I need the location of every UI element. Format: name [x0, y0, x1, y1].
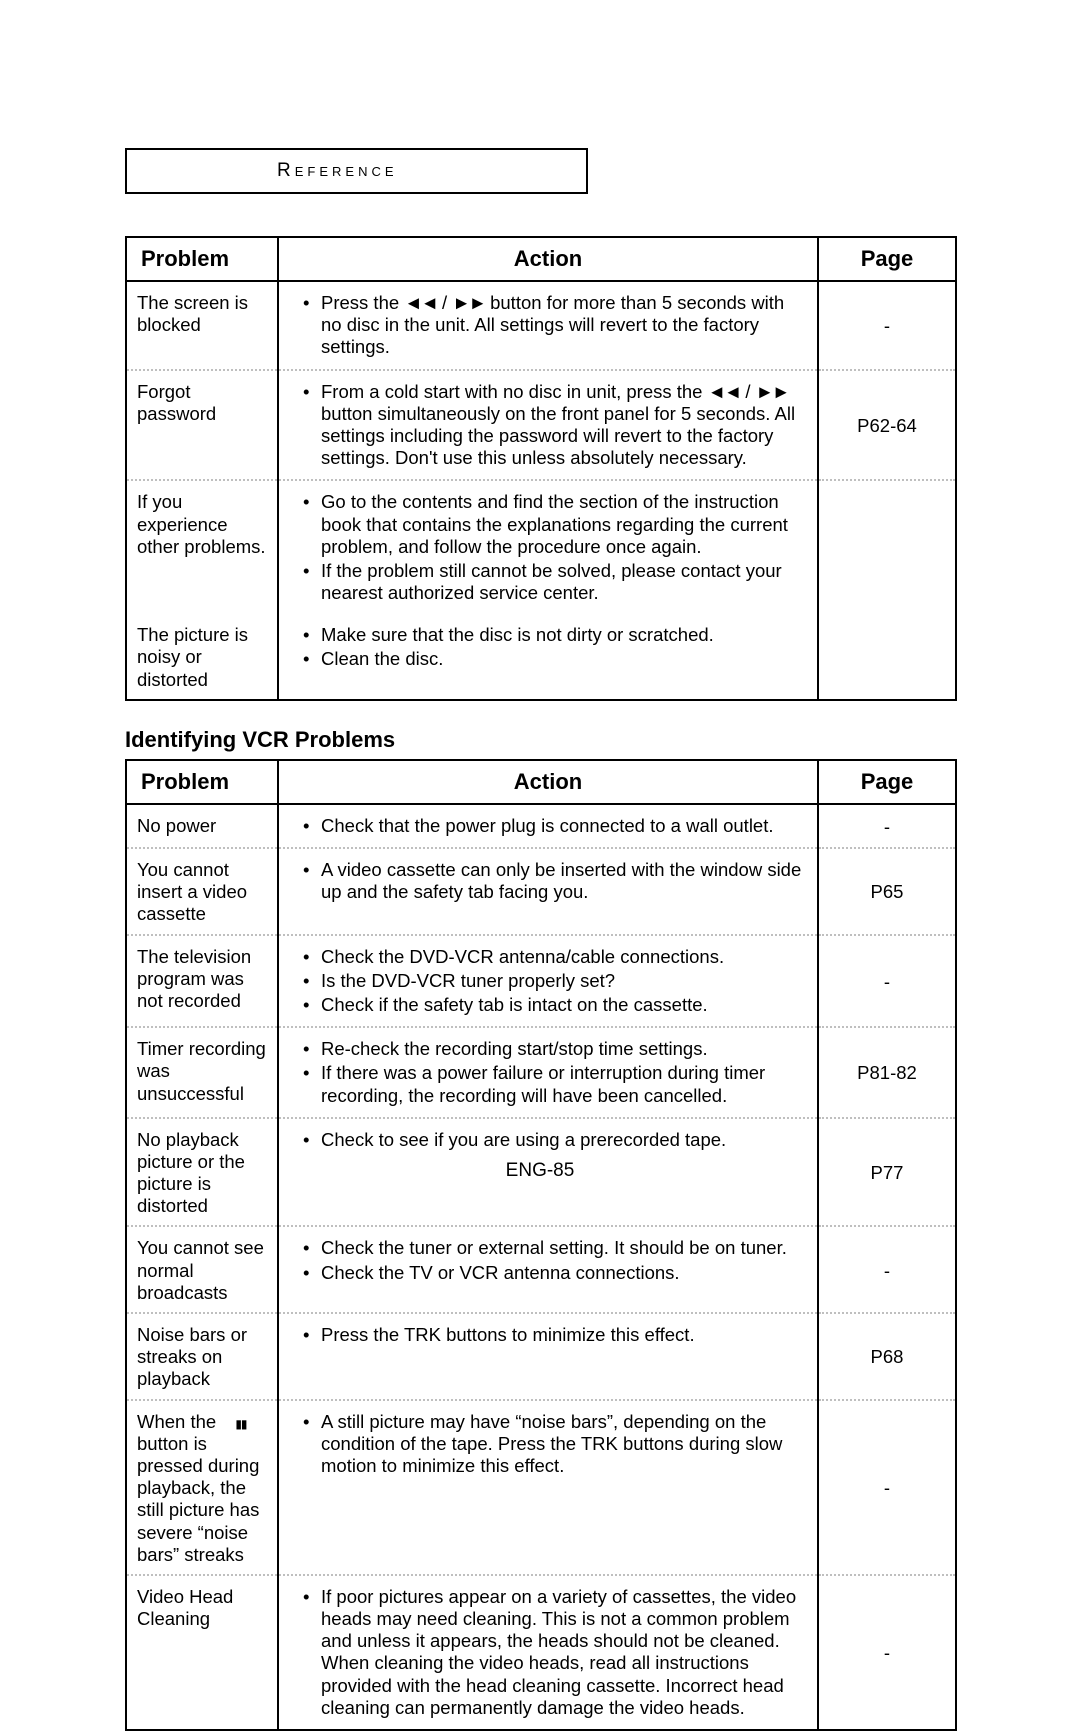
- problem-cell: The picture is noisy or distorted: [126, 614, 278, 700]
- section-header-label: Reference: [277, 160, 398, 181]
- table-row: Video Head Cleaning • If poor pictures a…: [126, 1575, 956, 1730]
- problem-cell: The television program was not recorded: [126, 935, 278, 1028]
- action-cell: • A video cassette can only be inserted …: [278, 848, 818, 935]
- page-cell: [818, 614, 956, 700]
- problem-cell: No power: [126, 804, 278, 848]
- action-cell: • From a cold start with no disc in unit…: [278, 370, 818, 481]
- table-row: The television program was not recorded …: [126, 935, 956, 1028]
- th-problem: Problem: [126, 237, 278, 281]
- problem-cell: If you experience other problems.: [126, 480, 278, 614]
- problem-cell: You cannot insert a video cassette: [126, 848, 278, 935]
- table-row: If you experience other problems. • Go t…: [126, 480, 956, 614]
- problem-cell: When the ▮▮ button is pressed during pla…: [126, 1400, 278, 1575]
- page-cell: P62-64: [818, 370, 956, 481]
- troubleshooting-table-1: Problem Action Page The screen is blocke…: [125, 236, 957, 701]
- table-row: The screen is blocked • Press the ◄◄ / ►…: [126, 281, 956, 370]
- ff-icon: ►►: [756, 381, 789, 402]
- table-row: Forgot password • From a cold start with…: [126, 370, 956, 481]
- action-cell: • If poor pictures appear on a variety o…: [278, 1575, 818, 1730]
- page-cell: -: [818, 281, 956, 370]
- troubleshooting-table-2: Problem Action Page No power • Check tha…: [125, 759, 957, 1731]
- page-cell: -: [818, 1575, 956, 1730]
- page-cell: -: [818, 935, 956, 1028]
- table-row: No power • Check that the power plug is …: [126, 804, 956, 848]
- page-cell: P81-82: [818, 1027, 956, 1118]
- page-cell: P68: [818, 1313, 956, 1400]
- action-cell: • Press the TRK buttons to minimize this…: [278, 1313, 818, 1400]
- table-row: The picture is noisy or distorted • Make…: [126, 614, 956, 700]
- page-cell: -: [818, 1226, 956, 1313]
- page-number: ENG-85: [0, 1160, 1080, 1182]
- th-action: Action: [278, 237, 818, 281]
- action-cell: • Make sure that the disc is not dirty o…: [278, 614, 818, 700]
- table-header-row: Problem Action Page: [126, 237, 956, 281]
- table-row: Timer recording was unsuccessful • Re-ch…: [126, 1027, 956, 1118]
- th-page: Page: [818, 237, 956, 281]
- problem-cell: You cannot see normal broadcasts: [126, 1226, 278, 1313]
- problem-cell: Forgot password: [126, 370, 278, 481]
- rew-icon: ◄◄: [708, 381, 741, 402]
- table-row: You cannot insert a video cassette • A v…: [126, 848, 956, 935]
- problem-cell: Video Head Cleaning: [126, 1575, 278, 1730]
- problem-cell: Noise bars or streaks on playback: [126, 1313, 278, 1400]
- page-cell: [818, 480, 956, 614]
- action-cell: • Check that the power plug is connected…: [278, 804, 818, 848]
- action-cell: • Check the DVD-VCR antenna/cable connec…: [278, 935, 818, 1028]
- table-row: When the ▮▮ button is pressed during pla…: [126, 1400, 956, 1575]
- rew-icon: ◄◄: [404, 292, 437, 313]
- th-page: Page: [818, 760, 956, 804]
- action-cell: • Press the ◄◄ / ►► button for more than…: [278, 281, 818, 370]
- page-cell: P65: [818, 848, 956, 935]
- th-action: Action: [278, 760, 818, 804]
- ff-icon: ►►: [452, 292, 485, 313]
- action-cell: • Re-check the recording start/stop time…: [278, 1027, 818, 1118]
- section-title: Identifying VCR Problems: [125, 727, 955, 753]
- section-header: Reference: [125, 148, 588, 194]
- problem-cell: The screen is blocked: [126, 281, 278, 370]
- table-row: You cannot see normal broadcasts • Check…: [126, 1226, 956, 1313]
- table-header-row: Problem Action Page: [126, 760, 956, 804]
- action-cell: • Check the tuner or external setting. I…: [278, 1226, 818, 1313]
- action-cell: • Go to the contents and find the sectio…: [278, 480, 818, 614]
- problem-cell: Timer recording was unsuccessful: [126, 1027, 278, 1118]
- action-cell: • A still picture may have “noise bars”,…: [278, 1400, 818, 1575]
- table-row: Noise bars or streaks on playback • Pres…: [126, 1313, 956, 1400]
- page-cell: -: [818, 804, 956, 848]
- page-cell: -: [818, 1400, 956, 1575]
- pause-icon: ▮▮: [235, 1417, 246, 1431]
- th-problem: Problem: [126, 760, 278, 804]
